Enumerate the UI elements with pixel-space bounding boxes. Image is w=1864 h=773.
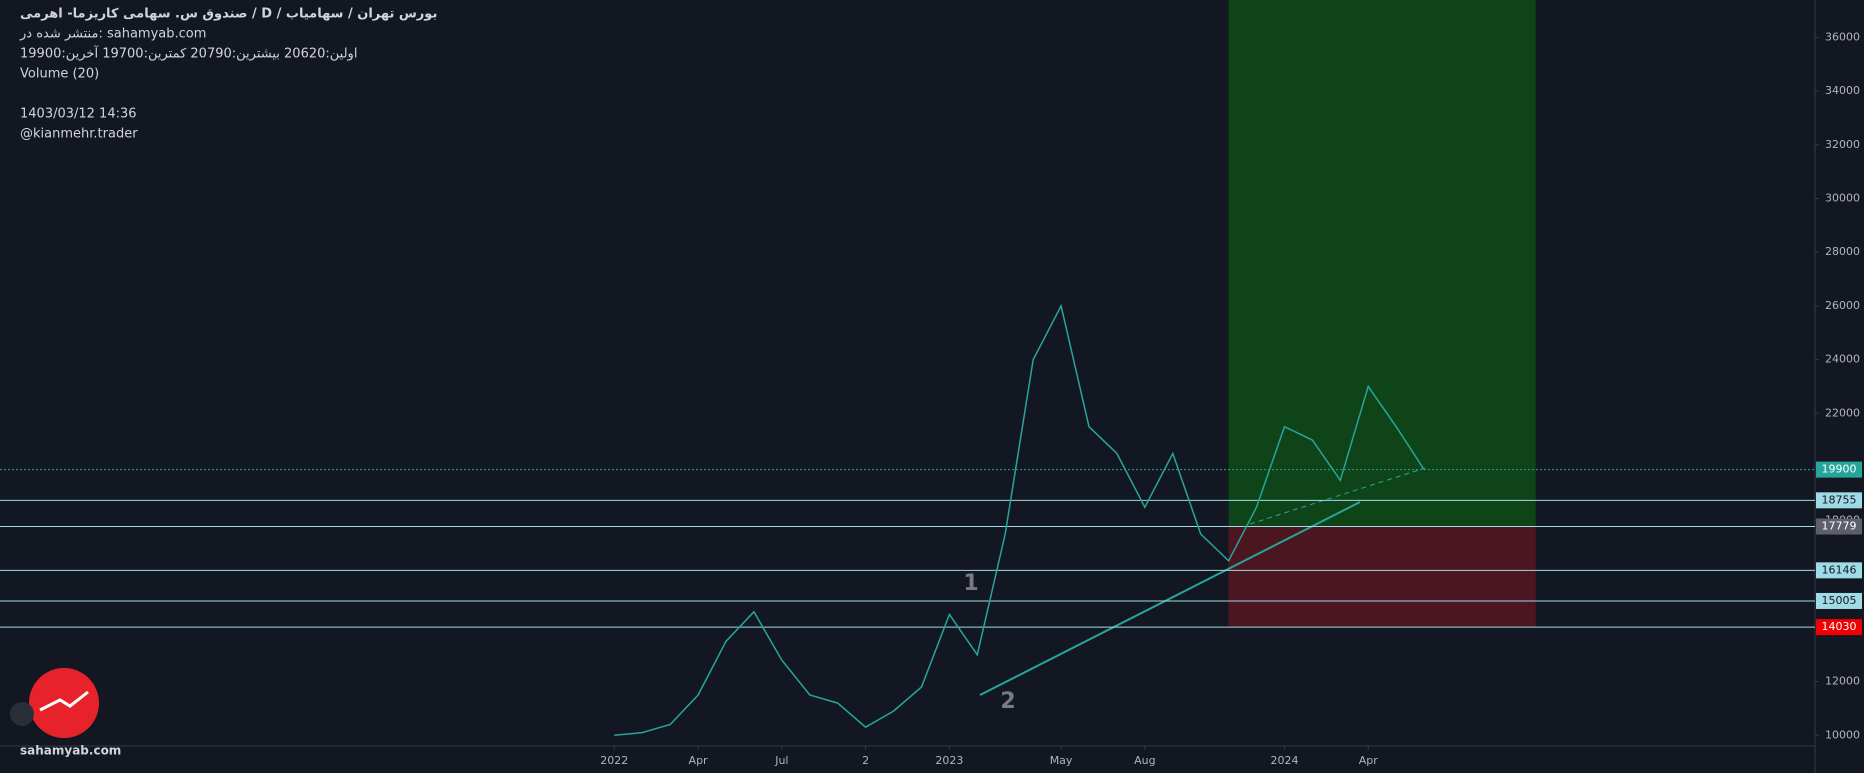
y-tick-label: 32000: [1825, 138, 1860, 151]
x-tick-label: Apr: [689, 754, 709, 767]
y-tick-label: 36000: [1825, 31, 1860, 44]
watermark: sahamyab.com: [20, 744, 121, 758]
price-label-bg: [1816, 492, 1862, 509]
plot: [1228, 0, 1536, 628]
annotation: 1: [963, 571, 978, 596]
y-tick-label: 26000: [1825, 299, 1860, 312]
y-tick-label: 24000: [1825, 353, 1860, 366]
price-label-bg: [1816, 592, 1862, 609]
price-line-series: [614, 303, 1425, 737]
y-tick-label: 28000: [1825, 245, 1860, 258]
x-tick-label: Apr: [1359, 754, 1379, 767]
price-label-bg: [1816, 562, 1862, 579]
target-zone: [1228, 0, 1536, 527]
tv-logo: [10, 702, 34, 726]
price-label-bg: [1816, 619, 1862, 636]
x-tick-label: 2: [862, 754, 869, 767]
y-tick-label: 34000: [1825, 84, 1860, 97]
price-label: 16146: [1822, 563, 1857, 576]
dashed-line: [1249, 467, 1426, 525]
price-label: 17779: [1822, 520, 1857, 533]
price-label-bg: [1816, 461, 1862, 478]
stop-zone: [1228, 526, 1536, 628]
logo-mark: [39, 690, 89, 712]
y-tick-label: 12000: [1825, 675, 1860, 688]
x-tick-label: Aug: [1134, 754, 1155, 767]
x-tick-label: 2023: [935, 754, 963, 767]
price-label: 14030: [1822, 620, 1857, 633]
x-tick-label: Jul: [774, 754, 788, 767]
title: صندوق س. سهامی کاریزما- اهرمی / D / بورس…: [20, 7, 437, 22]
price-label: 15005: [1822, 594, 1857, 607]
price-label: 18755: [1822, 493, 1857, 506]
y-tick-label: 30000: [1825, 192, 1860, 205]
trend-line: [979, 501, 1361, 696]
annotation: 2: [1000, 689, 1015, 714]
price-label-bg: [1816, 518, 1862, 535]
source: منتشر شده در: sahamyab.com: [19, 27, 206, 42]
x-tick-label: May: [1050, 754, 1073, 767]
ohlc: اولین:20620 بیشترین:20790 کمترین:19700 آ…: [20, 45, 357, 62]
x-tick-label: 2022: [600, 754, 628, 767]
author: @kianmehr.trader: [20, 127, 138, 142]
y-tick-label: 22000: [1825, 406, 1860, 419]
y-tick-label: 10000: [1825, 728, 1860, 741]
price-label: 19900: [1822, 463, 1857, 476]
x-tick-label: 2024: [1270, 754, 1298, 767]
date: 1403/03/12 14:36: [20, 107, 137, 122]
volume-label: Volume (20): [20, 67, 99, 82]
